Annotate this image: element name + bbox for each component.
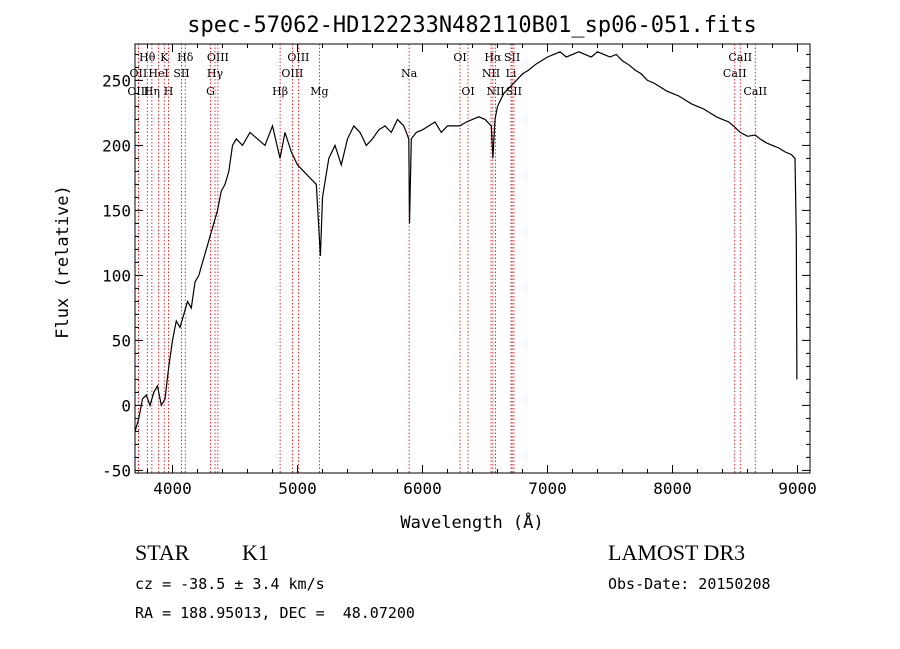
x-tick-label: 7000 [528,479,567,498]
line-marker-label: OI [461,85,474,98]
line-marker-label: OIII [281,67,303,80]
line-marker-label: OI [453,51,466,64]
survey-name: LAMOST DR3 [608,540,746,565]
line-marker-label: OIII [127,85,149,98]
x-tick-label: 9000 [778,479,817,498]
x-tick-label: 4000 [153,479,192,498]
y-tick-label: 50 [112,331,131,350]
line-marker-label: H [164,85,174,98]
line-marker-label: SII [506,85,522,98]
line-marker-label: K [160,51,169,64]
line-marker-label: Li [506,67,517,80]
line-marker-label: Hγ [207,67,224,80]
line-marker-label: Hδ [177,51,194,64]
y-axis-label: Flux (relative) [53,185,73,339]
observation-date: Obs-Date: 20150208 [608,575,771,593]
line-marker-label: OIII [207,51,229,64]
line-marker-label: NII [486,85,504,98]
axis-ticks: 4000 5000 6000 7000 8000 9000 -50 0 50 100 150 200 2… [102,44,817,498]
x-tick-label: 8000 [653,479,692,498]
y-tick-label: -50 [102,461,131,480]
line-marker-label: Na [401,67,418,80]
spectrum-line [134,51,798,432]
line-marker-label: Hβ [272,85,288,98]
object-subclass: K1 [242,540,269,565]
coordinates: RA = 188.95013, DEC = 48.07200 [135,604,415,622]
object-class: STAR [135,540,190,565]
x-tick-label: 5000 [278,479,317,498]
line-marker-label: Hθ [139,51,156,64]
spectrum-series [134,51,798,432]
line-marker-label: SII [173,67,189,80]
line-marker-label: Hα [484,51,502,64]
line-marker-label: HeI [148,67,168,80]
line-marker-label: SII [504,51,520,64]
x-axis-label: Wavelength (Å) [400,511,543,533]
line-marker-label: OIII [287,51,309,64]
line-marker-label: Mg [310,85,328,98]
chart-title: spec-57062-HD122233N482110B01_sp06-051.f… [187,13,757,38]
line-marker-label: Hη [144,85,160,98]
line-marker-label: G [206,85,215,98]
line-marker-label: CaII [723,67,747,80]
y-tick-label: 100 [102,266,131,285]
line-marker-label: CaII [728,51,752,64]
plot-frame [134,43,811,474]
y-tick-label: 150 [102,201,131,220]
line-marker-label: NII [482,67,500,80]
y-tick-label: 250 [102,71,131,90]
x-tick-label: 6000 [403,479,442,498]
line-marker-label: CaII [743,85,767,98]
redshift-velocity: cz = -38.5 ± 3.4 km/s [135,575,325,593]
y-tick-label: 0 [121,396,131,415]
y-tick-label: 200 [102,136,131,155]
